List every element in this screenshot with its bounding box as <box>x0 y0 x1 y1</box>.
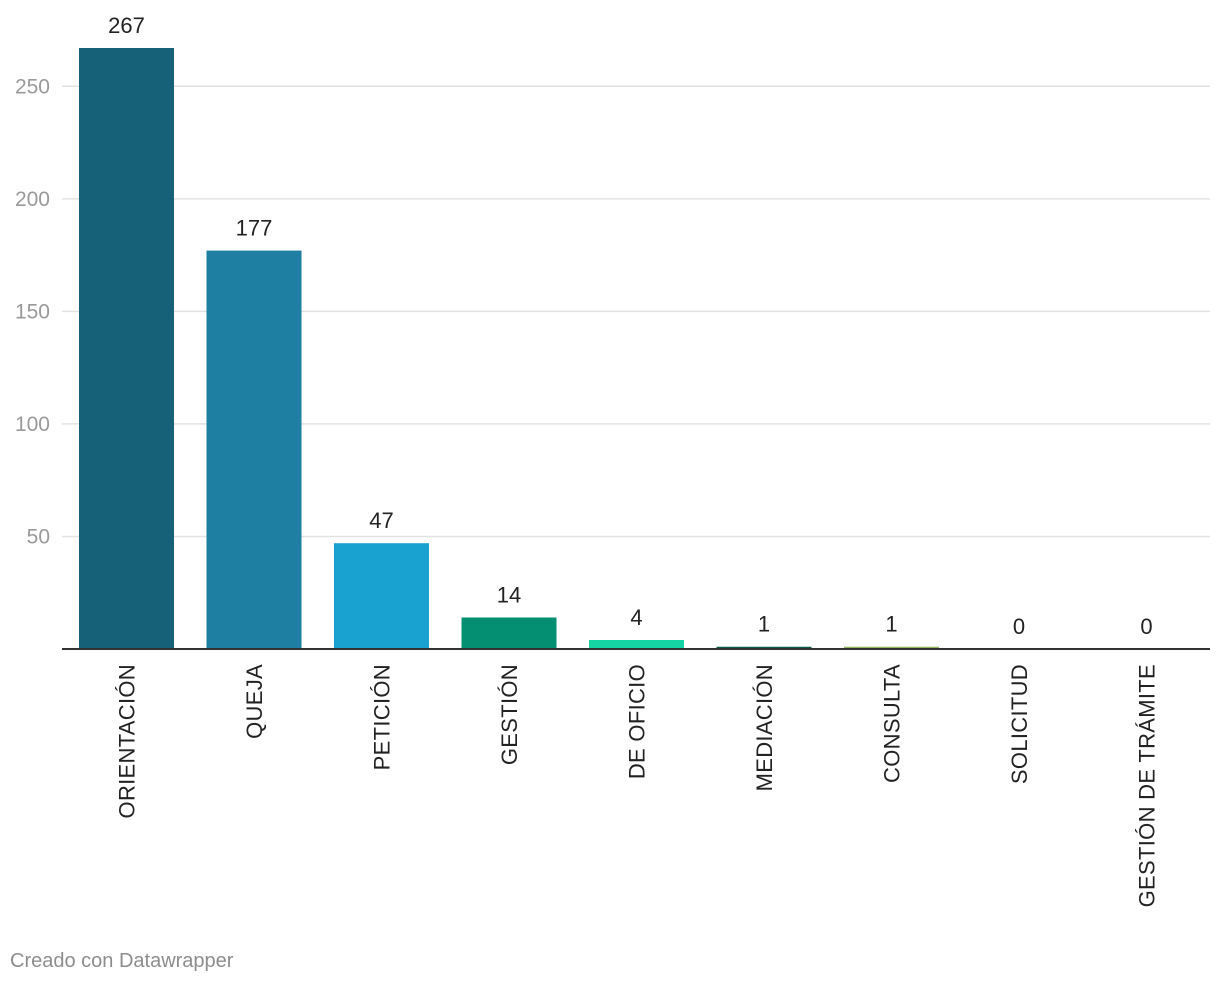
data-label: 0 <box>1140 614 1152 639</box>
y-tick-label: 50 <box>27 525 50 548</box>
x-axis: ORIENTACIÓN QUEJA PETICIÓN GESTIÓN DE OFICIO… <box>62 648 1210 907</box>
data-label: 267 <box>108 13 145 38</box>
credit-text[interactable]: Creado con Datawrapper <box>10 950 234 972</box>
x-tick-label: PETICIÓN <box>370 664 395 770</box>
y-axis: 50 100 150 200 250 <box>15 75 50 548</box>
data-label: 14 <box>497 582 521 607</box>
y-tick-label: 250 <box>15 75 50 98</box>
data-label: 1 <box>885 612 897 637</box>
data-label: 47 <box>369 508 393 533</box>
x-tick-label: MEDIACIÓN <box>752 664 777 791</box>
bar-orientación[interactable] <box>79 48 174 649</box>
data-label: 1 <box>758 612 770 637</box>
bars <box>79 48 939 649</box>
x-tick-label: SOLICITUD <box>1007 664 1032 784</box>
data-label: 4 <box>630 605 642 630</box>
y-tick-label: 150 <box>15 300 50 323</box>
x-tick-label: QUEJA <box>242 664 267 739</box>
bar-consulta[interactable] <box>844 646 939 649</box>
y-tick-label: 100 <box>15 413 50 436</box>
x-tick-label: GESTIÓN <box>497 664 522 765</box>
bar-petición[interactable] <box>334 543 429 649</box>
data-label: 0 <box>1013 614 1025 639</box>
bar-queja[interactable] <box>206 250 302 649</box>
x-tick-label: DE OFICIO <box>625 664 650 779</box>
value-labels: 267 177 47 14 4 1 1 0 0 <box>108 13 1152 639</box>
bar-de-oficio[interactable] <box>589 639 684 649</box>
x-tick-label: CONSULTA <box>880 664 905 783</box>
bar-mediación[interactable] <box>716 646 812 649</box>
x-tick-label: GESTIÓN DE TRÁMITE <box>1135 664 1160 907</box>
data-label: 177 <box>236 216 273 241</box>
y-tick-label: 200 <box>15 188 50 211</box>
bar-gestión[interactable] <box>461 617 557 649</box>
x-tick-label: ORIENTACIÓN <box>115 664 140 818</box>
